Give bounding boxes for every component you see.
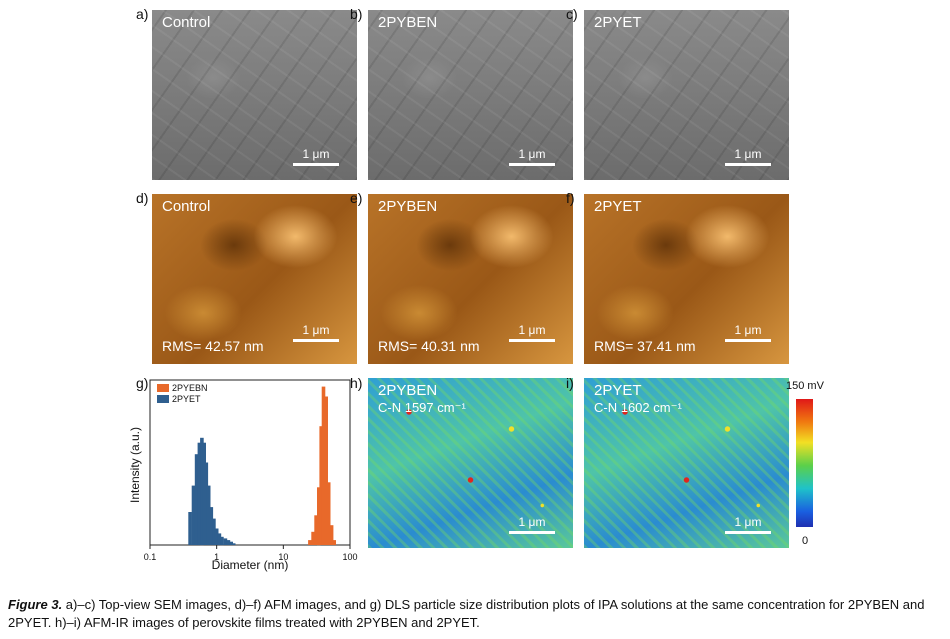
bar-2pyet-5 (202, 442, 206, 545)
colorbar (796, 399, 813, 527)
bar-2pyet-7 (206, 485, 211, 545)
legend-label-2pyet: 2PYET (172, 394, 201, 404)
legend-swatch-2pyet (157, 395, 169, 403)
x-tick-label-2: 10 (278, 552, 288, 562)
bar-2pyet-6 (204, 462, 209, 545)
bar-2pyebn-7 (326, 482, 331, 545)
scale-label: 1 μm (302, 147, 330, 161)
figure-number: Figure 3. (8, 597, 63, 612)
panel-title: 2PYBEN (378, 382, 438, 399)
x-tick-label-3: 100 (342, 552, 357, 562)
panel-label-d: d) (136, 190, 149, 206)
panel-title: Control (162, 198, 211, 215)
panel-label-f: f) (566, 190, 575, 206)
bar-group (188, 386, 336, 546)
x-tick-label-0: 0.1 (144, 552, 157, 562)
panel-label-h: h) (350, 375, 363, 391)
bar-2pyebn-9 (332, 540, 336, 545)
scale-label: 1 μm (518, 515, 546, 529)
afm-ir-image-2pyet: 2PYET C-N 1602 cm⁻¹ 1 μm (584, 378, 789, 548)
bar-2pyebn-8 (329, 525, 334, 545)
bar-2pyet-3 (197, 442, 202, 545)
bar-2pyet-15 (229, 541, 233, 545)
bar-2pyet-0 (188, 512, 192, 545)
panel-title: 2PYET (594, 382, 642, 399)
scale-label: 1 μm (734, 147, 762, 161)
afm-image-control: Control 1 μm RMS= 42.57 nm (152, 194, 357, 364)
panel-label-a: a) (136, 6, 149, 22)
sem-image-control: Control 1 μm (152, 10, 357, 180)
panel-label-i: i) (566, 375, 574, 391)
bar-2pyebn-3 (317, 487, 321, 546)
panel-subtitle: C-N 1602 cm⁻¹ (594, 400, 682, 415)
panel-label-e: e) (350, 190, 363, 206)
bar-2pyet-14 (226, 540, 231, 545)
x-tick-group: 0.1 1 10 100 (144, 545, 358, 562)
panel-title: 2PYBEN (378, 14, 438, 31)
figure-caption: Figure 3. a)–c) Top-view SEM images, d)–… (8, 596, 942, 632)
bar-2pyet-9 (212, 518, 216, 545)
bar-2pyet-10 (214, 528, 219, 545)
panel-label-g: g) (136, 375, 149, 391)
scale-bar: 1 μm (293, 147, 339, 166)
scale-label: 1 μm (518, 323, 546, 337)
bar-2pyet-12 (220, 536, 224, 546)
bar-2pyet-16 (231, 543, 236, 545)
scale-bar: 1 μm (725, 323, 771, 342)
legend: 2PYEBN 2PYET (157, 383, 208, 404)
bar-2pyebn-5 (321, 386, 326, 545)
legend-swatch-2pyebn (157, 384, 169, 392)
bar-2pyebn-1 (311, 531, 315, 545)
panel-label-c: c) (566, 6, 578, 22)
bar-2pyet-2 (194, 454, 199, 545)
x-axis-label: Diameter (nm) (212, 558, 289, 572)
sem-image-2pyet: 2PYET 1 μm (584, 10, 789, 180)
bar-2pyebn-6 (324, 396, 328, 545)
scale-label: 1 μm (302, 323, 330, 337)
bar-2pyebn-4 (319, 426, 323, 545)
scale-label: 1 μm (734, 515, 762, 529)
panel-title: 2PYET (594, 198, 642, 215)
scale-bar: 1 μm (509, 515, 555, 534)
legend-label-2pyebn: 2PYEBN (172, 383, 208, 393)
scale-bar: 1 μm (293, 323, 339, 342)
scale-bar: 1 μm (725, 147, 771, 166)
rms-value: RMS= 42.57 nm (162, 338, 264, 354)
colorbar-max-label: 150 mV (786, 380, 824, 392)
caption-text: a)–c) Top-view SEM images, d)–f) AFM ima… (8, 597, 925, 630)
afm-image-2pyet: 2PYET 1 μm RMS= 37.41 nm (584, 194, 789, 364)
panel-subtitle: C-N 1597 cm⁻¹ (378, 400, 466, 415)
bar-2pyebn-0 (308, 540, 312, 545)
x-tick-label-1: 1 (214, 552, 219, 562)
plot-frame (149, 379, 351, 546)
y-axis-label: Intensity (a.u.) (128, 427, 142, 503)
bar-2pyet-1 (191, 485, 196, 545)
bar-2pyet-11 (217, 533, 222, 545)
bar-2pyet-8 (209, 507, 214, 545)
scale-bar: 1 μm (725, 515, 771, 534)
bar-2pyet-4 (200, 437, 204, 546)
sem-image-2pyben: 2PYBEN 1 μm (368, 10, 573, 180)
colorbar-min-label: 0 (802, 535, 809, 547)
bar-2pyebn-2 (314, 515, 318, 545)
scale-bar: 1 μm (509, 323, 555, 342)
panel-title: Control (162, 14, 211, 31)
panel-label-b: b) (350, 6, 363, 22)
rms-value: RMS= 40.31 nm (378, 338, 480, 354)
afm-image-2pyben: 2PYBEN 1 μm RMS= 40.31 nm (368, 194, 573, 364)
rms-value: RMS= 37.41 nm (594, 338, 696, 354)
scale-label: 1 μm (734, 323, 762, 337)
scale-bar: 1 μm (509, 147, 555, 166)
dls-chart: 0.1 1 10 100 2PYEBN 2PYET Diameter (nm) Int… (128, 379, 358, 572)
bar-2pyet-13 (223, 538, 228, 545)
afm-ir-image-2pyben: 2PYBEN C-N 1597 cm⁻¹ 1 μm (368, 378, 573, 548)
panel-title: 2PYBEN (378, 198, 438, 215)
scale-label: 1 μm (518, 147, 546, 161)
panel-title: 2PYET (594, 14, 642, 31)
